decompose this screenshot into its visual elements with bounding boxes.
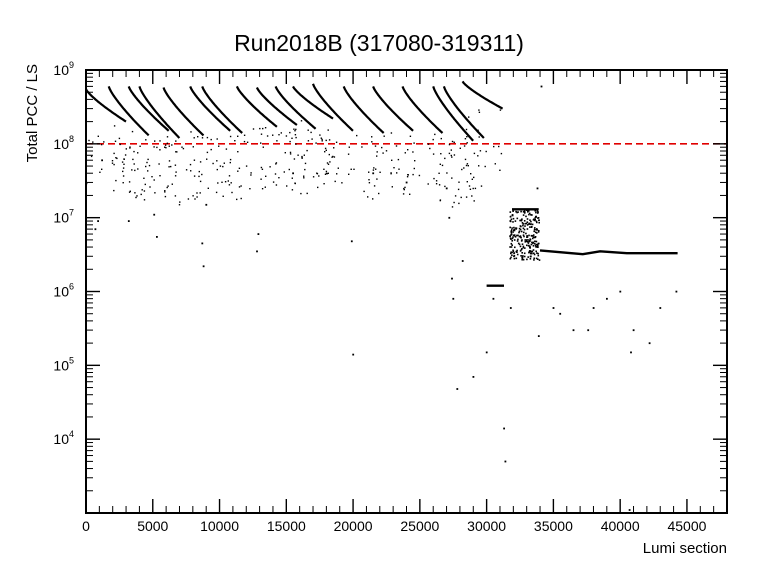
y-tick-label: 105: [53, 355, 74, 373]
dense-block: [509, 209, 541, 261]
x-tick-label: 25000: [400, 518, 439, 534]
fill-curve: [107, 85, 150, 199]
data-point: [127, 220, 130, 222]
data-point: [101, 159, 103, 162]
x-tick-label: 15000: [267, 518, 306, 534]
fill-curve: [255, 86, 298, 190]
data-point: [256, 250, 258, 253]
x-tick-label: 40000: [601, 518, 640, 534]
y-tick-label: 109: [53, 60, 74, 78]
y-tick-label: 104: [53, 429, 74, 447]
data-point: [372, 172, 375, 175]
data-point: [572, 329, 575, 332]
data-point: [257, 233, 260, 235]
fill-curve: [201, 85, 243, 201]
data-point: [405, 181, 408, 184]
data-point: [592, 307, 595, 309]
data-point: [648, 342, 651, 345]
fill-curve: [127, 85, 170, 197]
fill-curve: [235, 85, 278, 190]
fill-curve: [442, 86, 485, 205]
frame-layer: [85, 69, 728, 514]
data-point: [529, 255, 532, 258]
labels-layer: 0 5000 10000 15000 20000 25000 30000 35000 40000…: [53, 60, 706, 534]
fill-curve: [372, 85, 414, 195]
fill-curve: [138, 86, 181, 206]
fill-curve: [162, 87, 205, 200]
fill-curve: [461, 80, 504, 175]
data-point: [503, 427, 505, 430]
data-point: [606, 297, 608, 300]
data-point: [451, 277, 453, 280]
data-point: [509, 307, 512, 309]
y-tick-label: 108: [53, 134, 74, 152]
data-point: [537, 335, 540, 337]
x-tick-label: 45000: [667, 518, 706, 534]
fill-curve: [292, 85, 334, 185]
x-tick-label: 20000: [334, 518, 373, 534]
data-point: [587, 329, 590, 332]
chart-title: Run2018B (317080-319311): [234, 30, 524, 56]
data-point: [201, 242, 204, 245]
fill-curve: [401, 85, 444, 201]
data-point: [675, 290, 678, 293]
fill-curve: [311, 83, 354, 189]
x-axis-title: Lumi section: [643, 540, 727, 557]
data-point: [445, 187, 448, 190]
data-point: [485, 351, 488, 354]
data-point: [205, 203, 208, 206]
data-point: [448, 216, 451, 219]
x-tick-label: 0: [82, 518, 90, 534]
y-tick-label: 106: [53, 282, 74, 300]
data-point: [202, 265, 205, 268]
data-point: [472, 376, 475, 378]
x-tick-label: 30000: [467, 518, 506, 534]
ticks-layer: [85, 69, 728, 513]
fill-curve: [274, 85, 317, 195]
x-tick-label: 10000: [200, 518, 239, 534]
fill-curve: [432, 86, 475, 208]
data-point: [153, 213, 156, 216]
data-point: [630, 351, 632, 354]
fill-curve: [342, 85, 385, 200]
y-tick-label: 107: [53, 208, 74, 226]
data-point: [94, 228, 97, 231]
data-point: [492, 297, 495, 300]
data-point: [292, 172, 294, 175]
y-axis-title: Total PCC / LS: [24, 64, 41, 162]
x-tick-label: 35000: [534, 518, 573, 534]
data-point: [456, 388, 459, 390]
x-tick-label: 5000: [137, 518, 168, 534]
data-point: [628, 509, 631, 511]
fill-curve: [189, 85, 232, 197]
data-point: [504, 460, 507, 463]
data-point: [659, 307, 662, 309]
data-point: [619, 290, 622, 293]
data-point: [540, 85, 543, 88]
data-point: [632, 329, 635, 332]
data-point: [452, 297, 455, 300]
data-point: [156, 236, 158, 238]
data-point: [536, 187, 539, 190]
data-point: [352, 353, 355, 356]
data-point: [559, 312, 562, 315]
plot-frame: [85, 69, 728, 514]
data-layer: [85, 80, 678, 511]
data-point: [552, 307, 555, 309]
data-point: [350, 240, 353, 243]
data-point: [97, 220, 99, 222]
plateau-line: [539, 249, 678, 256]
data-point: [461, 260, 464, 262]
